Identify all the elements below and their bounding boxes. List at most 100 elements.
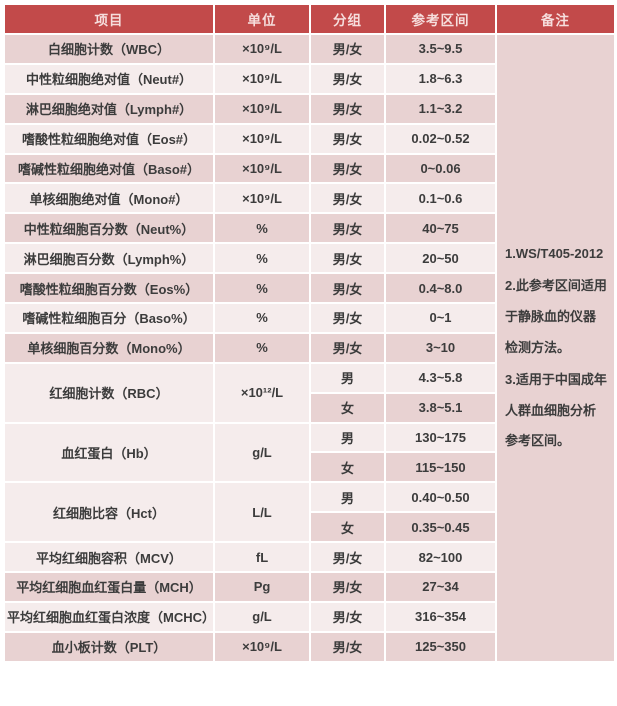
- note-line: 1.WS/T405-2012: [505, 245, 604, 261]
- header-range: 参考区间: [384, 3, 497, 35]
- range-cell: 4.3~5.8: [384, 361, 497, 394]
- range-cell: 125~350: [384, 630, 497, 663]
- group-cell: 男/女: [309, 272, 386, 305]
- unit-cell: ×10⁹/L: [213, 182, 311, 215]
- group-cell: 男/女: [309, 331, 386, 364]
- group-cell: 女: [309, 391, 386, 424]
- table-row: 单核细胞绝对值（Mono#） ×10⁹/L 男/女 0.1~0.6: [3, 182, 615, 215]
- group-cell: 男: [309, 421, 386, 454]
- table-row: 女 0.35~0.45: [4, 511, 615, 544]
- group-cell: 男/女: [309, 122, 386, 155]
- unit-cell: %: [213, 242, 311, 275]
- item-cell: 红细胞比容（Hct）: [3, 481, 215, 544]
- table-row: 嗜碱性粒细胞百分（Baso%） % 男/女 0~1: [3, 302, 615, 334]
- unit-cell: ×10¹²/L: [213, 361, 311, 424]
- item-cell: 单核细胞绝对值（Mono#）: [3, 182, 215, 215]
- group-cell: 男/女: [309, 212, 386, 245]
- group-cell: 男/女: [309, 242, 386, 275]
- unit-cell: ×10⁹/L: [213, 122, 311, 155]
- table-row: 嗜碱性粒细胞绝对值（Baso#） ×10⁹/L 男/女 0~0.06: [3, 152, 615, 185]
- group-cell: 女: [309, 451, 386, 484]
- unit-cell: %: [213, 331, 311, 364]
- item-cell: 嗜碱性粒细胞绝对值（Baso#）: [3, 152, 215, 185]
- group-cell: 男: [309, 361, 386, 394]
- group-cell: 女: [309, 511, 386, 544]
- range-cell: 115~150: [384, 451, 497, 484]
- range-cell: 1.8~6.3: [384, 62, 497, 95]
- table-row: 白细胞计数（WBC） ×10⁹/L 男/女 3.5~9.5 1.WS/T405-…: [3, 33, 616, 663]
- item-cell: 淋巴细胞绝对值（Lymph#）: [3, 92, 215, 125]
- item-cell: 嗜酸性粒细胞百分数（Eos%）: [3, 272, 215, 305]
- unit-cell: L/L: [213, 481, 311, 544]
- notes-cell: 1.WS/T405-2012 2.此参考区间适用于静脉血的仪器检测方法。 3.适…: [495, 33, 616, 663]
- group-cell: 男/女: [309, 630, 386, 663]
- range-cell: 130~175: [384, 421, 497, 454]
- unit-cell: g/L: [213, 421, 311, 484]
- range-cell: 0.40~0.50: [384, 481, 497, 514]
- range-cell: 1.1~3.2: [384, 92, 497, 125]
- group-cell: 男/女: [309, 62, 386, 95]
- group-cell: 男/女: [309, 600, 386, 633]
- table-row: 中性粒细胞百分数（Neut%） % 男/女 40~75: [3, 212, 615, 245]
- unit-cell: ×10⁹/L: [213, 62, 311, 95]
- header-item: 项目: [3, 3, 215, 35]
- item-cell: 白细胞计数（WBC）: [3, 33, 215, 65]
- range-cell: 3~10: [384, 331, 497, 364]
- range-cell: 3.8~5.1: [384, 391, 497, 424]
- table-row: 红细胞计数（RBC） ×10¹²/L 男 4.3~5.8: [3, 361, 615, 424]
- unit-cell: Pg: [213, 571, 311, 603]
- item-cell: 血小板计数（PLT）: [3, 630, 215, 663]
- unit-cell: ×10⁹/L: [213, 33, 311, 65]
- range-cell: 0.1~0.6: [384, 182, 497, 215]
- item-cell: 淋巴细胞百分数（Lymph%）: [3, 242, 215, 275]
- table-row: 淋巴细胞百分数（Lymph%） % 男/女 20~50: [3, 242, 615, 275]
- group-cell: 男/女: [309, 571, 386, 603]
- header-row: 项目 单位 分组 参考区间 备注: [3, 3, 616, 35]
- table-row: 红细胞比容（Hct） L/L 男 0.40~0.50: [3, 481, 615, 544]
- group-cell: 男/女: [309, 182, 386, 215]
- item-cell: 中性粒细胞绝对值（Neut#）: [3, 62, 215, 95]
- group-cell: 男: [309, 481, 386, 514]
- table-row: 血红蛋白（Hb） g/L 男 130~175: [3, 421, 615, 484]
- range-cell: 0.02~0.52: [384, 122, 497, 155]
- group-cell: 男/女: [309, 33, 386, 65]
- item-cell: 平均红细胞容积（MCV）: [3, 541, 215, 574]
- range-cell: 27~34: [384, 571, 497, 603]
- item-cell: 红细胞计数（RBC）: [3, 361, 215, 424]
- unit-cell: %: [213, 212, 311, 245]
- range-cell: 316~354: [384, 600, 497, 633]
- unit-cell: ×10⁹/L: [213, 152, 311, 185]
- table-row: 嗜酸性粒细胞百分数（Eos%） % 男/女 0.4~8.0: [3, 272, 615, 305]
- note-line: 2.此参考区间适用于静脉血的仪器检测方法。: [505, 278, 607, 355]
- item-cell: 嗜酸性粒细胞绝对值（Eos#）: [3, 122, 215, 155]
- table-row: 血小板计数（PLT） ×10⁹/L 男/女 125~350: [3, 630, 615, 663]
- range-cell: 0~0.06: [384, 152, 497, 185]
- item-cell: 平均红细胞血红蛋白量（MCH）: [3, 571, 215, 603]
- header-group: 分组: [309, 3, 386, 35]
- range-cell: 3.5~9.5: [384, 33, 497, 65]
- table-row: 嗜酸性粒细胞绝对值（Eos#） ×10⁹/L 男/女 0.02~0.52: [3, 122, 615, 155]
- group-cell: 男/女: [309, 92, 386, 125]
- item-cell: 嗜碱性粒细胞百分（Baso%）: [3, 302, 215, 334]
- header-unit: 单位: [213, 3, 311, 35]
- reference-table: 项目 单位 分组 参考区间 备注 白细胞计数（WBC） ×10⁹/L 男/女 3…: [3, 3, 616, 663]
- note-line: 3.适用于中国成年人群血细胞分析参考区间。: [505, 372, 607, 449]
- unit-cell: g/L: [213, 600, 311, 633]
- range-cell: 0.4~8.0: [384, 272, 497, 305]
- range-cell: 0~1: [384, 302, 497, 334]
- range-cell: 82~100: [384, 541, 497, 574]
- table-row: 平均红细胞血红蛋白量（MCH） Pg 男/女 27~34: [3, 571, 615, 603]
- unit-cell: %: [213, 272, 311, 305]
- unit-cell: fL: [213, 541, 311, 574]
- header-notes: 备注: [495, 3, 616, 35]
- group-cell: 男/女: [309, 541, 386, 574]
- unit-cell: ×10⁹/L: [213, 630, 311, 663]
- group-cell: 男/女: [309, 152, 386, 185]
- unit-cell: ×10⁹/L: [213, 92, 311, 125]
- group-cell: 男/女: [309, 302, 386, 334]
- range-cell: 0.35~0.45: [384, 511, 497, 544]
- table-row: 淋巴细胞绝对值（Lymph#） ×10⁹/L 男/女 1.1~3.2: [3, 92, 615, 125]
- item-cell: 平均红细胞血红蛋白浓度（MCHC）: [3, 600, 215, 633]
- table-row: 单核细胞百分数（Mono%） % 男/女 3~10: [3, 331, 615, 364]
